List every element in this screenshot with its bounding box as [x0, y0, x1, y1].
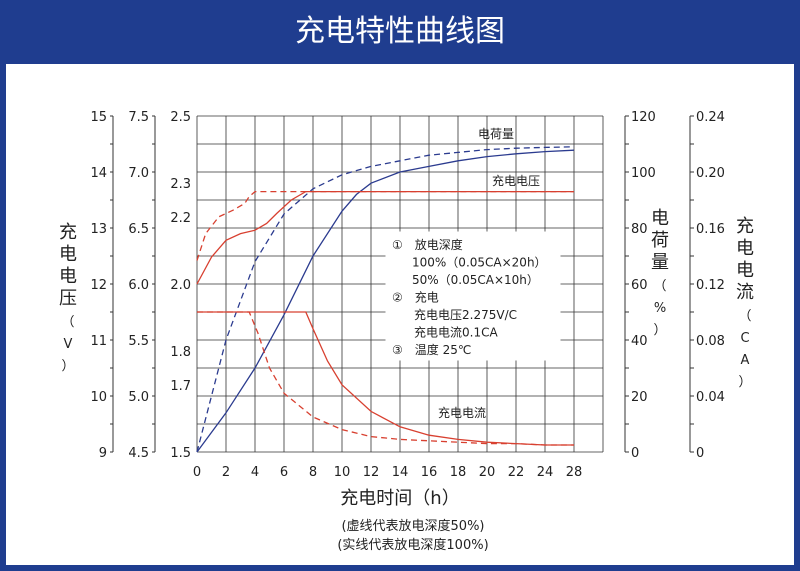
- x-tick-label: 14: [392, 465, 409, 480]
- current-axis-tick-label: 0.16: [696, 222, 725, 237]
- charge-axis-title: 电荷量（%）: [651, 208, 669, 338]
- x-tick-label: 10: [334, 465, 351, 480]
- x-tick-label: 20: [479, 465, 496, 480]
- legend-box: [385, 231, 561, 361]
- x-tick-label: 8: [309, 465, 317, 480]
- x-tick-label: 24: [537, 465, 554, 480]
- current-axis-tick-label: 0.12: [696, 278, 725, 293]
- x-tick-label: 2: [222, 465, 230, 480]
- v6-axis-tick-label: 6.5: [128, 222, 149, 237]
- legend-line: 100%（0.05CA×20h）: [412, 256, 547, 270]
- cell-voltage-tick-label: 2.2: [170, 211, 191, 226]
- v12-axis-tick-label: 11: [90, 334, 107, 349]
- v6-axis-tick-label: 7.5: [128, 110, 149, 125]
- v6-axis-tick-label: 6.0: [128, 278, 149, 293]
- x-tick-label: 4: [251, 465, 259, 480]
- current-axis-title: 充电电流（ C A）: [736, 216, 754, 390]
- series-label-current: 充电电流: [438, 405, 486, 420]
- charge-axis-tick-label: 60: [631, 278, 648, 293]
- current-axis-tick-label: 0.20: [696, 166, 725, 181]
- legend-line: ③ 温度 25℃: [392, 342, 471, 357]
- v12-axis-title: 充电电压（ V）: [59, 222, 77, 374]
- charge-axis-tick-label: 0: [631, 446, 639, 461]
- v12-axis-tick-label: 13: [90, 222, 107, 237]
- current-axis-tick-label: 0.24: [696, 110, 725, 125]
- legend-line: 充电电压2.275V/C: [414, 307, 517, 322]
- current-axis-tick-label: 0: [696, 446, 704, 461]
- x-tick-label: 28: [566, 465, 583, 480]
- x-axis-label: 充电时间（h）: [340, 488, 459, 509]
- x-tick-label: 16: [421, 465, 438, 480]
- cell-voltage-tick-label: 1.7: [170, 379, 191, 394]
- legend-line: ① 放电深度: [392, 237, 463, 252]
- x-tick-label: 0: [193, 465, 201, 480]
- legend-line: 充电电流0.1CA: [414, 325, 498, 340]
- v12-axis-tick-label: 14: [90, 166, 107, 181]
- v6-axis-tick-label: 4.5: [128, 446, 149, 461]
- current-axis-tick-label: 0.04: [696, 390, 725, 405]
- cell-voltage-tick-label: 1.5: [170, 446, 191, 461]
- charge-axis-tick-label: 40: [631, 334, 648, 349]
- footnote-solid: (实线代表放电深度100%): [337, 537, 488, 553]
- charge-axis-tick-label: 100: [631, 166, 656, 181]
- legend-line: ② 充电: [392, 290, 439, 305]
- current-axis-tick-label: 0.08: [696, 334, 725, 349]
- v6-axis-tick-label: 5.5: [128, 334, 149, 349]
- charge-axis-tick-label: 20: [631, 390, 648, 405]
- x-tick-label: 12: [363, 465, 380, 480]
- x-tick-label: 18: [450, 465, 467, 480]
- v12-axis-tick-label: 12: [90, 278, 107, 293]
- series-label-voltage: 充电电压: [492, 173, 540, 188]
- legend-line: 50%（0.05CA×10h）: [412, 273, 539, 287]
- charge-axis-tick-label: 120: [631, 110, 656, 125]
- series-line-charge_100: [196, 149, 575, 453]
- series-line-voltage_100: [196, 190, 574, 285]
- chart-title: 充电特性曲线图: [0, 0, 800, 64]
- x-tick-label: 6: [280, 465, 288, 480]
- footnote-dashed: (虚线代表放电深度50%): [341, 518, 484, 534]
- cell-voltage-tick-label: 2.3: [170, 177, 191, 192]
- cell-voltage-tick-label: 2.5: [170, 110, 191, 125]
- series-label-charge: 电荷量: [478, 127, 514, 141]
- charge-axis-tick-label: 80: [631, 222, 648, 237]
- v6-axis-tick-label: 7.0: [128, 166, 149, 181]
- v12-axis-tick-label: 15: [90, 110, 107, 125]
- series-line-voltage_50: [196, 190, 574, 261]
- x-tick-label: 22: [508, 465, 525, 480]
- v12-axis-tick-label: 10: [90, 390, 107, 405]
- v6-axis-tick-label: 5.0: [128, 390, 149, 405]
- cell-voltage-tick-label: 1.8: [170, 345, 191, 360]
- v12-axis-tick-label: 9: [99, 446, 107, 461]
- series-line-current_100: [197, 311, 574, 446]
- series-line-charge_50: [196, 146, 575, 453]
- cell-voltage-tick-label: 2.0: [170, 278, 191, 293]
